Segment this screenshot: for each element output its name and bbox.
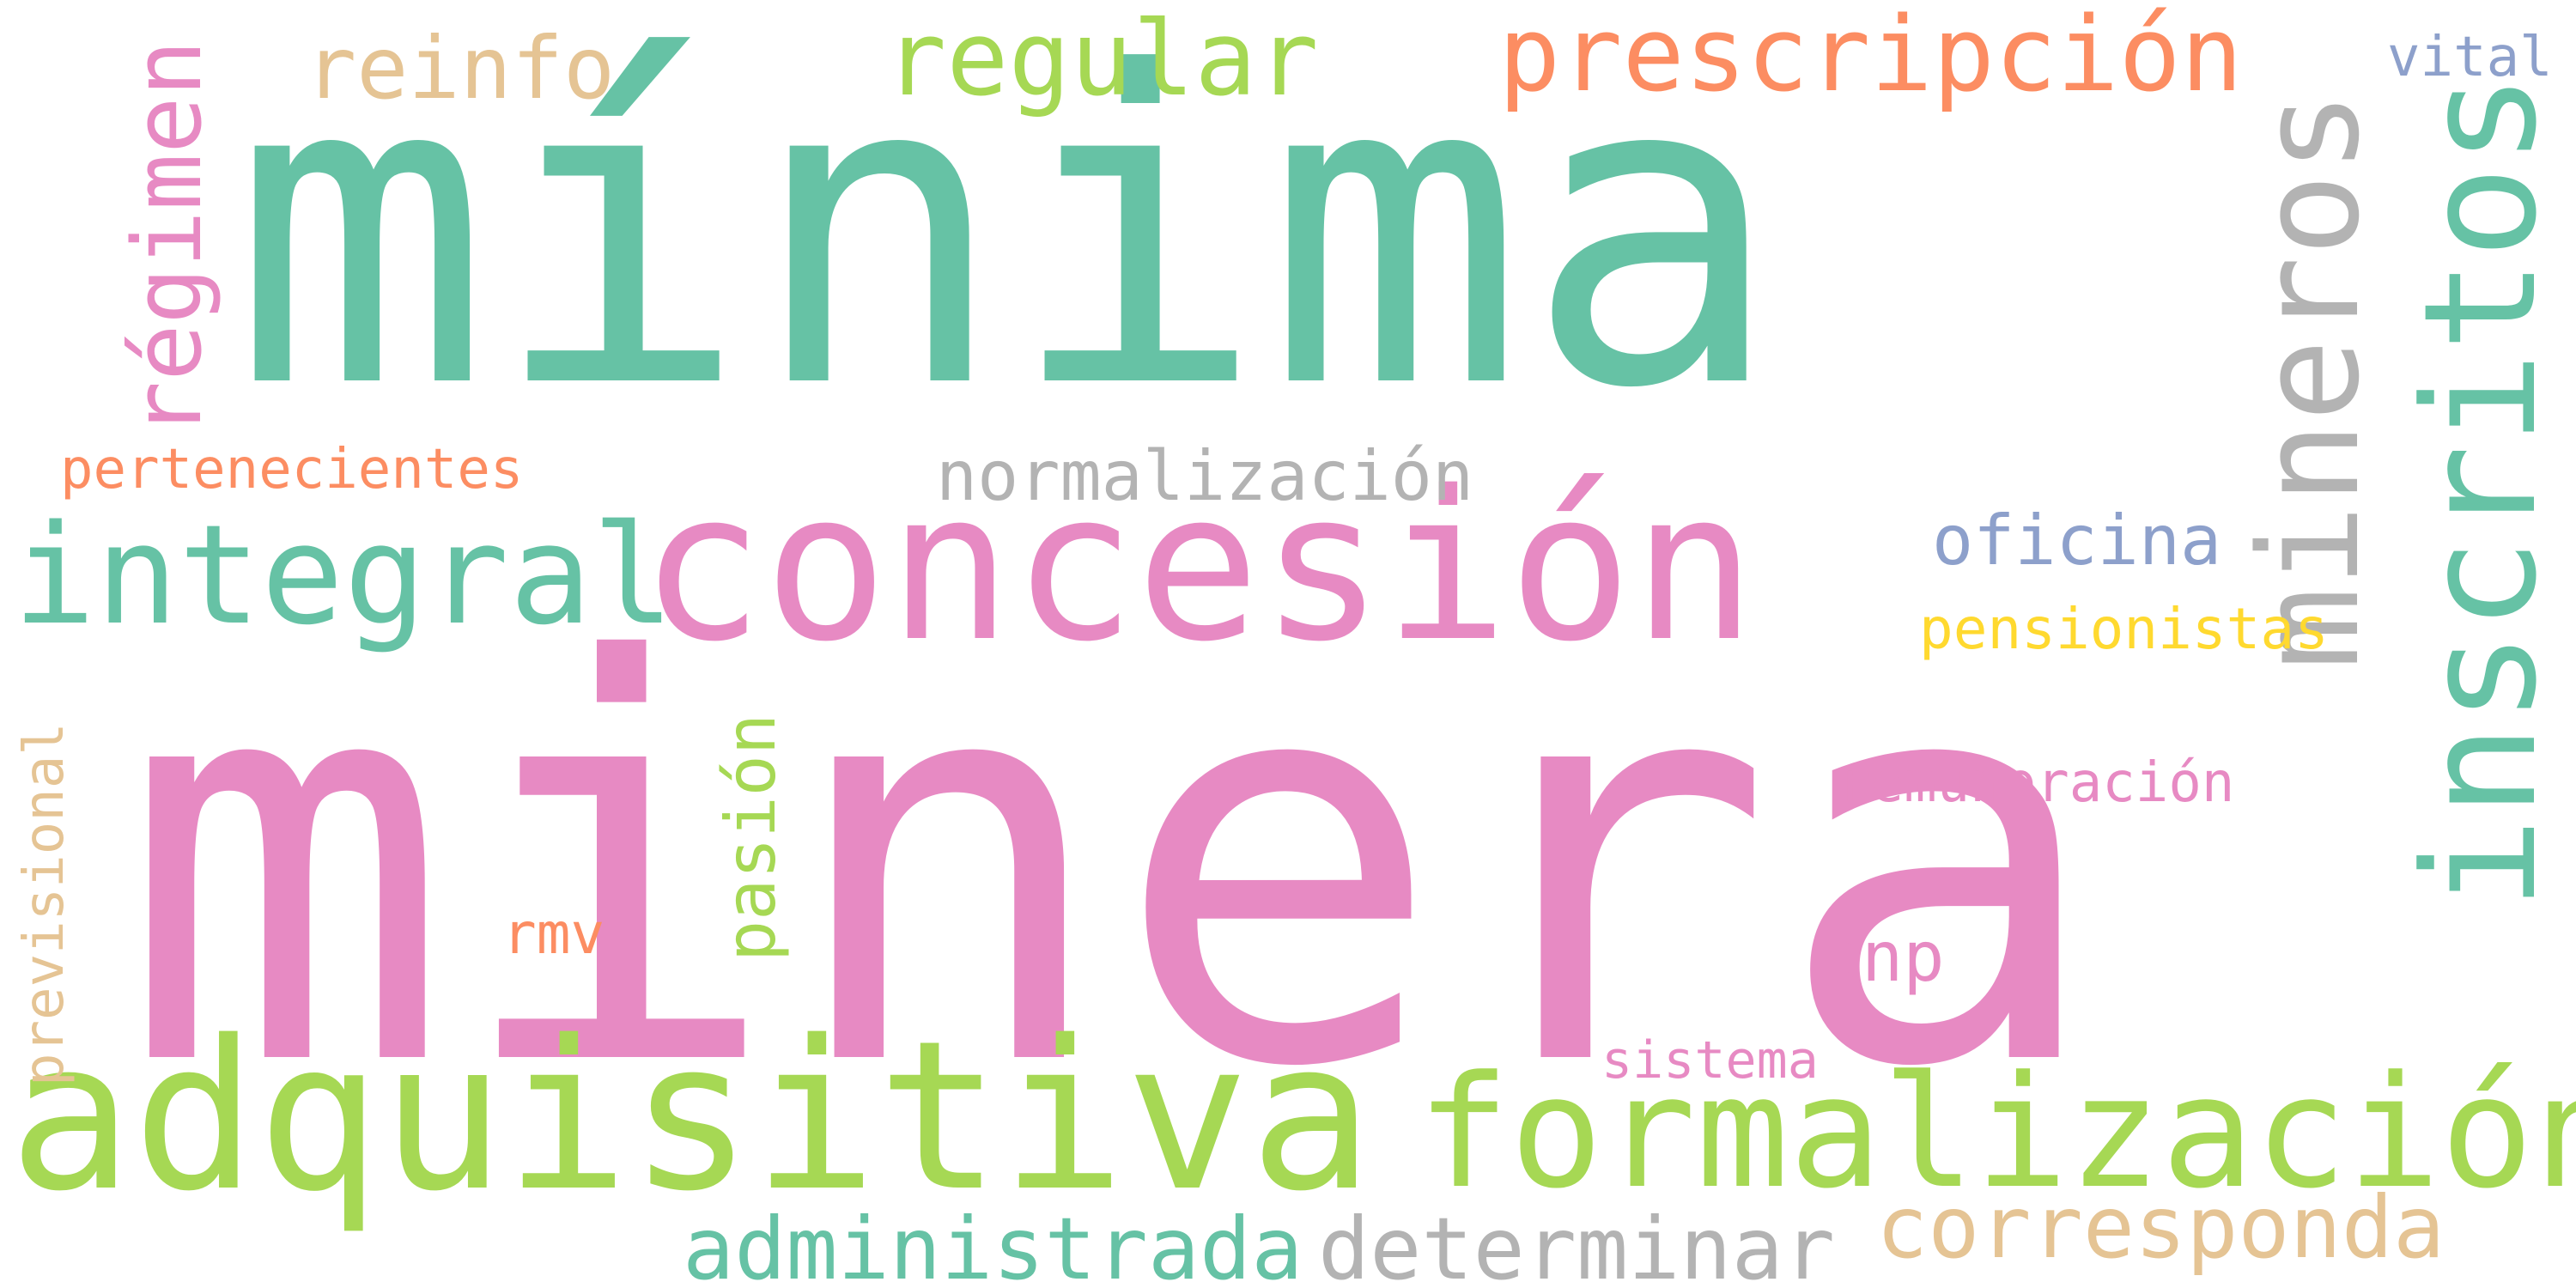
word-integral: integral bbox=[13, 495, 675, 655]
word-normalizacion: normalización bbox=[936, 436, 1474, 516]
word-reinfo: reinfo bbox=[305, 18, 616, 118]
word-previsional: previsional bbox=[13, 722, 76, 1086]
word-inscritos: inscritos bbox=[2391, 72, 2571, 910]
word-pasion: pasión bbox=[711, 714, 791, 962]
word-minima: mínima bbox=[232, 0, 1783, 482]
word-pertenecientes: pertenecientes bbox=[60, 438, 524, 501]
word-determinar: determinar bbox=[1318, 1199, 1836, 1288]
word-mineros: mineros bbox=[2229, 90, 2390, 670]
word-onp: onp bbox=[1820, 917, 1945, 997]
word-sistema: sistema bbox=[1601, 1030, 1819, 1091]
word-adquisitiva: adquisitiva bbox=[9, 996, 1374, 1236]
word-rmv: rmv bbox=[502, 901, 605, 967]
word-administrada: administrada bbox=[683, 1199, 1303, 1288]
word-minera: minera bbox=[120, 547, 2105, 1187]
word-prescripcion: prescripción bbox=[1498, 0, 2243, 115]
word-formalizacion: formalización bbox=[1417, 1043, 2576, 1223]
word-regular: regular bbox=[884, 0, 1319, 119]
word-concesion: concesión bbox=[640, 447, 1757, 687]
word-remuneracion: remuneración bbox=[1838, 751, 2235, 815]
word-pensionistas: pensionistas bbox=[1919, 596, 2329, 662]
word-oficina: oficina bbox=[1932, 501, 2222, 580]
word-vital: vital bbox=[2387, 26, 2553, 89]
word-regimen: régimen bbox=[112, 39, 222, 438]
word-corresponda: corresponda bbox=[1876, 1177, 2445, 1278]
